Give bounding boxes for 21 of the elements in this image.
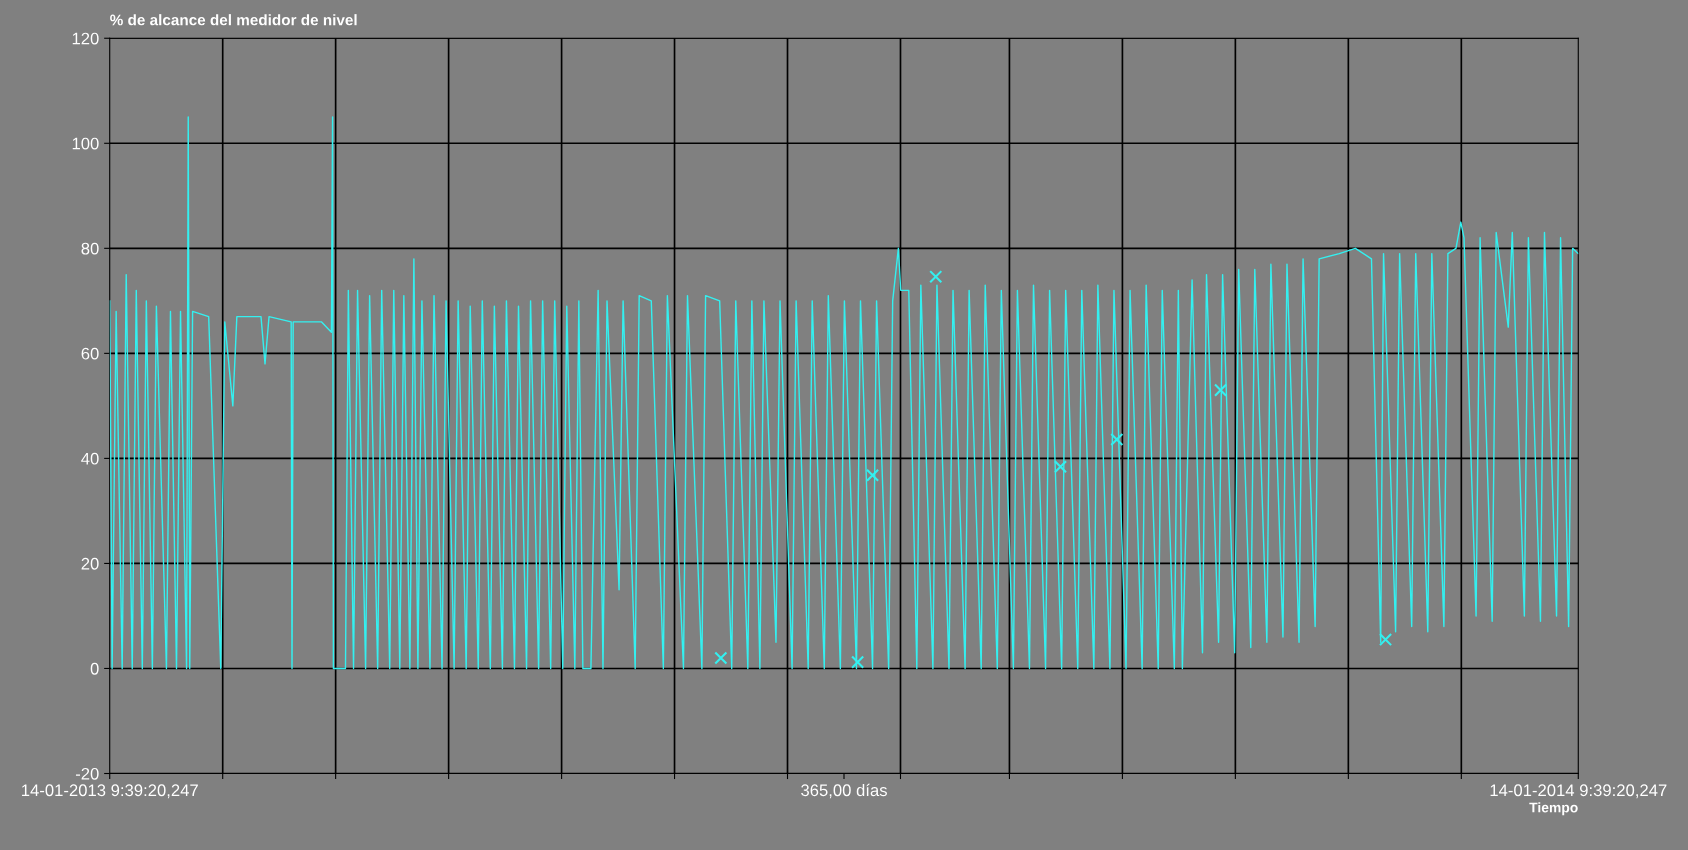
- y-tick-label: 20: [81, 557, 99, 570]
- point: [865, 468, 880, 482]
- x-axis-title: Tiempo: [1529, 802, 1578, 816]
- y-tick-label: 100: [72, 137, 99, 150]
- point: [714, 651, 728, 665]
- point: [1213, 383, 1228, 397]
- point: [851, 655, 865, 669]
- y-tick-label: 80: [81, 242, 99, 255]
- point: [1110, 432, 1124, 447]
- point: [1053, 460, 1068, 474]
- y-axis-title: % de alcance del medidor de nivel: [110, 14, 357, 26]
- y-tick-label: 60: [81, 347, 99, 360]
- y-tick-label: 0: [90, 662, 99, 675]
- x-tick-label: 14-01-2013 9:39:20,247: [22, 784, 198, 799]
- y-tick-label: 120: [72, 32, 99, 45]
- point: [1378, 632, 1393, 647]
- point: [929, 270, 943, 284]
- y-tick-label: 40: [81, 452, 99, 465]
- x-tick-label: 14-01-2014 9:39:20,247: [1490, 784, 1667, 799]
- y-tick-label: -20: [75, 767, 99, 780]
- x-tick-label: 365,00 días: [801, 783, 887, 799]
